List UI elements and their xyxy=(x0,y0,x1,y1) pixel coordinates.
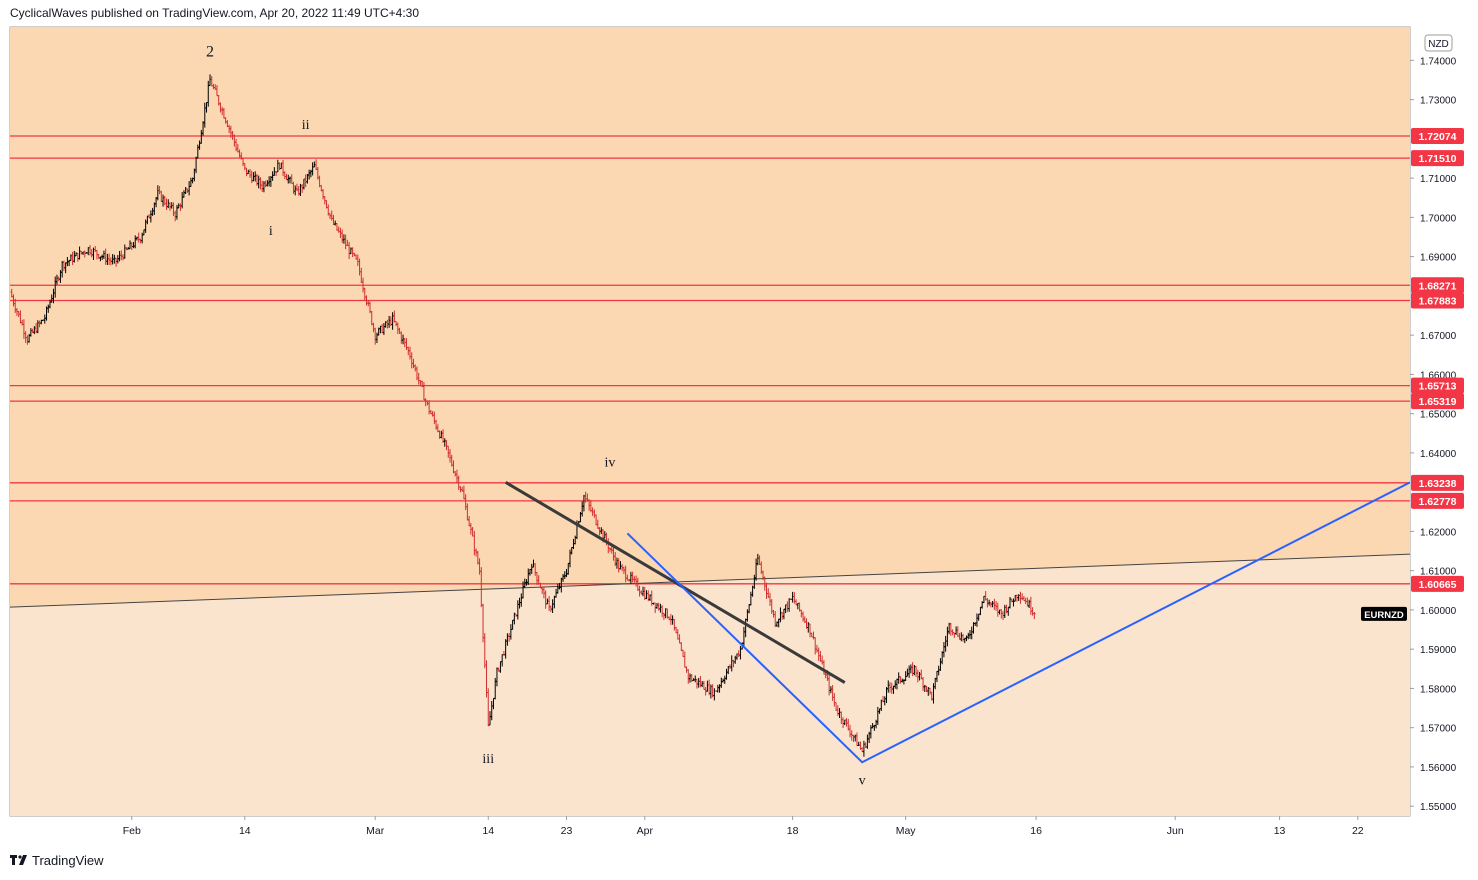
wave-label: iii xyxy=(482,752,494,767)
x-tick-label: 18 xyxy=(787,825,799,837)
currency-badge[interactable]: NZD xyxy=(1424,34,1453,52)
y-tick-label: 1.66000 xyxy=(1420,370,1457,381)
y-tick-label: 1.58000 xyxy=(1420,684,1457,695)
candles xyxy=(10,74,1036,757)
tradingview-brand[interactable]: TradingView xyxy=(10,853,104,868)
tradingview-logo-icon xyxy=(10,854,27,865)
level-label-bg xyxy=(1411,575,1464,592)
currency-label: NZD xyxy=(1428,39,1449,50)
zone-boundary xyxy=(9,553,1411,608)
symbol-label: EURNZD xyxy=(1364,610,1404,621)
level-label-bg xyxy=(1411,150,1464,167)
y-tick-label: 1.57000 xyxy=(1420,724,1457,735)
level-label: 1.71510 xyxy=(1419,153,1457,165)
y-tick-label: 1.62000 xyxy=(1420,527,1457,538)
wave-label: iv xyxy=(605,456,616,471)
x-tick-label: 13 xyxy=(1274,825,1286,837)
drawings[interactable] xyxy=(504,481,1411,764)
level-label: 1.62778 xyxy=(1419,496,1457,508)
y-tick-label: 1.74000 xyxy=(1420,56,1457,67)
level-label-bg xyxy=(1411,127,1464,144)
level-label: 1.63238 xyxy=(1419,478,1457,490)
time-axis[interactable]: Feb 14 Mar 14 23 Apr 18 May 16 Jun 13 22 xyxy=(123,816,1364,837)
level-label-bg xyxy=(1411,492,1464,509)
y-tick-label: 1.64000 xyxy=(1420,449,1457,460)
wave-label: v xyxy=(859,774,866,789)
level-label-bg xyxy=(1411,474,1464,491)
level-label-bg xyxy=(1411,377,1464,394)
symbol-badge-bg xyxy=(1361,606,1407,621)
projection-path xyxy=(626,481,1411,764)
brand-name: TradingView xyxy=(32,853,104,868)
level-label-bg xyxy=(1411,292,1464,309)
y-tick-label: 1.55000 xyxy=(1420,802,1457,813)
level-label: 1.67883 xyxy=(1419,295,1457,307)
currency-badge-bg xyxy=(1424,34,1453,52)
level-label-bg xyxy=(1411,277,1464,294)
level-label: 1.68271 xyxy=(1419,280,1457,292)
x-tick-label: Feb xyxy=(123,825,141,837)
x-tick-label: 14 xyxy=(482,825,494,837)
wave-label: i xyxy=(269,224,273,239)
y-tick-label: 1.60000 xyxy=(1420,606,1457,617)
y-tick-label: 1.73000 xyxy=(1420,96,1457,107)
y-tick-label: 1.65000 xyxy=(1420,410,1457,421)
shaded-zones xyxy=(10,27,1410,816)
x-tick-label: Apr xyxy=(637,825,654,837)
x-tick-label: 22 xyxy=(1352,825,1364,837)
horizontal-levels[interactable] xyxy=(10,135,1410,585)
level-label: 1.65319 xyxy=(1419,396,1457,408)
price-axis[interactable] xyxy=(1411,27,1478,845)
level-price-labels: 1.72074 1.71510 1.68271 1.67883 1.65713 1.653… xyxy=(1411,127,1464,592)
symbol-badge: EURNZD xyxy=(1361,606,1407,621)
level-label: 1.60665 xyxy=(1419,579,1457,591)
x-tick-label: 23 xyxy=(561,825,573,837)
x-tick-label: Jun xyxy=(1167,825,1184,837)
y-tick-label: 1.61000 xyxy=(1420,567,1457,578)
publisher-header: CyclicalWaves published on TradingView.c… xyxy=(10,6,420,20)
y-tick-label: 1.56000 xyxy=(1420,763,1457,774)
x-tick-label: 16 xyxy=(1030,825,1042,837)
lower-shaded-zone xyxy=(10,554,1410,816)
y-tick-label: 1.59000 xyxy=(1420,645,1457,656)
x-tick-label: 14 xyxy=(239,825,251,837)
zone-boundary-line[interactable] xyxy=(9,553,1411,608)
level-label-bg xyxy=(1411,393,1464,410)
y-tick-label: 1.70000 xyxy=(1420,213,1457,224)
x-tick-label: Mar xyxy=(366,825,385,837)
price-axis-ticks: 1.74000 1.73000 1.71000 1.70000 1.69000 1.670… xyxy=(1410,56,1457,813)
level-label: 1.72074 xyxy=(1419,131,1457,143)
level-label: 1.65713 xyxy=(1419,381,1457,393)
wave-label: ii xyxy=(302,118,310,133)
x-tick-label: May xyxy=(896,825,917,837)
y-tick-label: 1.67000 xyxy=(1420,331,1457,342)
y-tick-label: 1.69000 xyxy=(1420,253,1457,264)
upper-shaded-zone xyxy=(10,27,1410,608)
trendline xyxy=(504,481,846,684)
wave-label: 2 xyxy=(206,43,214,60)
y-tick-label: 1.71000 xyxy=(1420,174,1457,185)
